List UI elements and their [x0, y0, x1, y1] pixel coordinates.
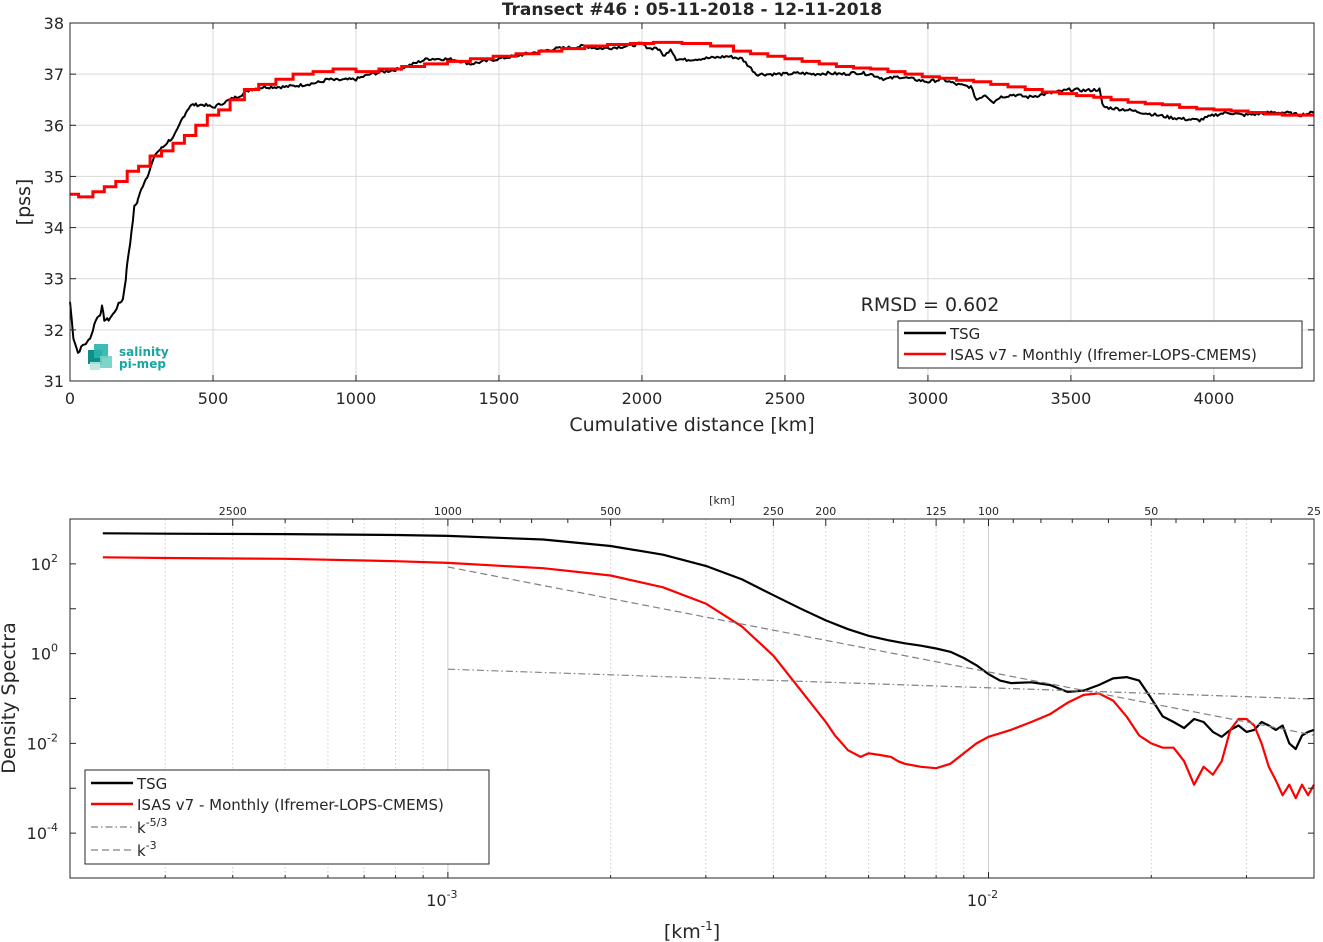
bottom-tick-group: 10-3 10-2 10-4 10-2 100 102	[27, 518, 1314, 910]
top-x-tick-label: 3500	[1051, 389, 1092, 408]
top-y-tick-label: 36	[44, 116, 64, 135]
top-tick-group: 0 500 1000 1500 2000 2500 3000 3500 4000 31 32 33 34…	[44, 14, 1314, 408]
bottom-top-tick-label: 125	[926, 505, 947, 518]
top-y-tick-label: 33	[44, 270, 64, 289]
top-series-isas-line	[70, 40, 1314, 199]
top-panel: Transect #46 : 05-11-2018 - 12-11-2018 0…	[13, 0, 1315, 436]
top-legend-box	[897, 320, 1303, 369]
top-x-tick-label: 0	[65, 389, 75, 408]
bottom-y-tick-label: 10-4	[27, 821, 58, 843]
top-x-tick-label: 3000	[908, 389, 949, 408]
logo-text-pi-mep: pi-mep	[119, 357, 166, 371]
bottom-legend-tsg-label: TSG	[136, 775, 167, 793]
logo-text-salinity: salinity	[119, 345, 169, 359]
bottom-x-tick-label: 10-2	[967, 888, 998, 910]
top-y-axis-label: [pss]	[13, 179, 35, 226]
top-y-tick-label: 37	[44, 65, 64, 84]
top-legend-isas-label: ISAS v7 - Monthly (Ifremer-LOPS-CMEMS)	[950, 346, 1257, 364]
top-series-group	[69, 40, 1315, 354]
bottom-x-axis-label: [km-1]	[664, 919, 720, 942]
top-axis-km-label: [km]	[709, 494, 735, 507]
top-y-tick-label: 32	[44, 321, 64, 340]
top-x-tick-label: 500	[198, 389, 229, 408]
bottom-y-tick-label: 102	[31, 552, 58, 574]
top-legend-tsg-label: TSG	[949, 325, 980, 343]
top-axes-frame	[69, 22, 1315, 382]
top-x-tick-label: 1500	[479, 389, 520, 408]
bottom-top-tick-label: 2500	[219, 505, 247, 518]
rmsd-annotation: RMSD = 0.602	[861, 294, 1000, 316]
bottom-legend-k53-label: k-5/3	[137, 816, 167, 837]
salinity-pi-mep-logo: salinity pi-mep	[88, 344, 169, 371]
bottom-top-tick-label: 200	[815, 505, 836, 518]
bottom-x-tick-label: 10-3	[426, 888, 457, 910]
bottom-legend: TSG ISAS v7 - Monthly (Ifremer-LOPS-CMEM…	[84, 769, 490, 865]
top-x-axis-label: Cumulative distance [km]	[569, 414, 814, 436]
bottom-series-group	[102, 532, 1315, 800]
bottom-top-axis-ticks: 2500 1000 500 250 200 125 100 50 25	[219, 505, 1321, 526]
top-y-tick-label: 38	[44, 14, 64, 33]
bottom-top-tick-label: 25	[1307, 505, 1321, 518]
bottom-top-tick-label: 100	[978, 505, 999, 518]
bottom-top-tick-label: 500	[600, 505, 621, 518]
top-x-tick-label: 2000	[622, 389, 663, 408]
bottom-y-tick-label: 10-2	[27, 731, 58, 753]
bottom-legend-k3-label: k-3	[137, 839, 157, 860]
bottom-legend-isas-label: ISAS v7 - Monthly (Ifremer-LOPS-CMEMS)	[137, 796, 444, 814]
top-y-tick-label: 35	[44, 167, 64, 186]
top-x-tick-label: 4000	[1194, 389, 1235, 408]
top-x-tick-label: 1000	[336, 389, 377, 408]
bottom-top-tick-label: 1000	[434, 505, 462, 518]
top-chart-title: Transect #46 : 05-11-2018 - 12-11-2018	[502, 0, 882, 20]
top-x-tick-label: 2500	[765, 389, 806, 408]
top-legend: TSG ISAS v7 - Monthly (Ifremer-LOPS-CMEM…	[897, 320, 1303, 369]
bottom-y-axis-label: Density Spectra	[0, 622, 20, 773]
logo-cube-icon	[88, 344, 112, 370]
top-y-tick-label: 31	[44, 372, 64, 391]
bottom-y-tick-label: 100	[31, 642, 58, 664]
bottom-series-k3-line	[447, 566, 1315, 736]
bottom-legend-box	[84, 769, 490, 865]
top-y-tick-label: 34	[44, 219, 64, 238]
bottom-top-tick-label: 50	[1144, 505, 1158, 518]
bottom-top-tick-label: 250	[763, 505, 784, 518]
